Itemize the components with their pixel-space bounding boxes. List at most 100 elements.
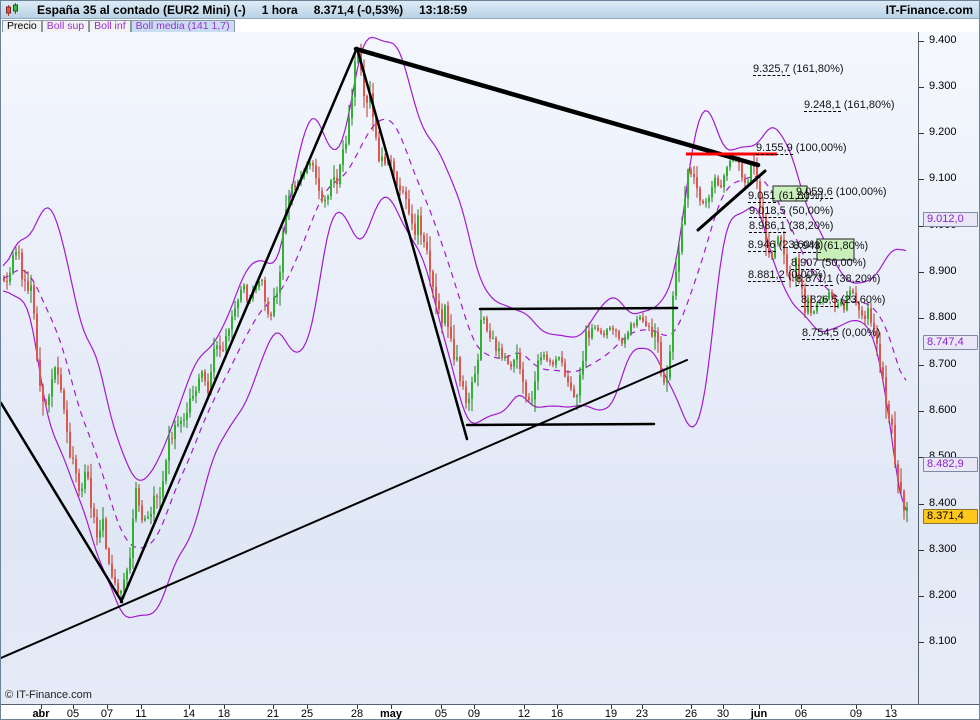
price-tick-mark: [919, 411, 924, 412]
price-axis[interactable]: 9.4009.3009.2009.1009.0008.9008.8008.700…: [919, 32, 979, 704]
chart-canvas[interactable]: [1, 32, 919, 704]
fib-level-label: 9.155,9 (100,00%): [756, 142, 847, 155]
price-tick-label: 8.800: [929, 311, 957, 323]
date-tick-label: 13: [884, 708, 898, 720]
date-tick-mark: [557, 705, 558, 709]
time-axis[interactable]: abr 05 07 11 14 18 21 25 28 may 05 09 12 16 19 23 26 30 ju…: [1, 704, 979, 720]
fib-level-label: 8.871,1 (38,20%): [796, 273, 880, 286]
price-tick-mark: [919, 87, 924, 88]
date-tick-label: 14: [182, 708, 196, 720]
date-tick-label: 07: [100, 708, 114, 720]
fib-level-label: 9.325,7 (161,80%): [753, 63, 844, 76]
date-tick-label: abr: [32, 708, 50, 720]
date-tick-label: 12: [517, 708, 531, 720]
fib-level-price: 8.871,1: [796, 273, 833, 286]
date-tick-label: 25: [300, 708, 314, 720]
price-tick-label: 8.600: [929, 404, 957, 416]
level-price-tag: 8.482,9: [923, 457, 978, 472]
price-tick-label: 9.100: [929, 172, 957, 184]
price-tick-label: 8.900: [929, 265, 957, 277]
date-tick-label: 09: [849, 708, 863, 720]
date-tick-mark: [391, 705, 392, 709]
date-tick-mark: [441, 705, 442, 709]
fib-level-price: 9.059,6: [796, 186, 833, 199]
fib-level-label: 8.826,5 (23,60%): [801, 294, 885, 307]
instrument-title: España 35 al contado (EUR2 Mini) (-): [37, 2, 246, 17]
fib-level-label: 8.946 (23,60%): [748, 239, 824, 252]
date-tick-mark: [524, 705, 525, 709]
date-tick-mark: [801, 705, 802, 709]
price-tick-mark: [919, 365, 924, 366]
date-tick-label: 21: [266, 708, 280, 720]
fib-level-percent: (161,80%): [789, 63, 844, 75]
price-tick-label: 8.700: [929, 358, 957, 370]
fib-level-percent: (100,00%): [792, 142, 847, 154]
price-tick-label: 8.300: [929, 543, 957, 555]
fib-level-label: 8.907 (50,00%): [791, 257, 866, 270]
fib-level-price: 9.051: [748, 190, 776, 203]
fib-level-percent: (0,00%): [838, 327, 881, 339]
price-tick-label: 8.400: [929, 497, 957, 509]
price-tick-label: 9.400: [929, 34, 957, 46]
price-tick-label: 8.100: [929, 635, 957, 647]
date-tick-mark: [224, 705, 225, 709]
date-tick-mark: [856, 705, 857, 709]
date-tick-mark: [73, 705, 74, 709]
date-tick-mark: [189, 705, 190, 709]
last-quote-label: 8.371,4 (-0,53%): [313, 2, 404, 17]
level-price-tag: 9.012,0: [923, 212, 978, 227]
fib-level-percent: (23,60%): [775, 239, 824, 251]
date-tick-label: 19: [604, 708, 618, 720]
date-tick-label: 11: [135, 708, 147, 720]
fib-level-label: 8.754,5 (0,00%): [802, 327, 881, 340]
chart-area[interactable]: 9.325,7 (161,80%) 9.248,1 (161,80%) 9.155,…: [1, 32, 919, 704]
fib-level-label: 9.248,1 (161,80%): [804, 99, 895, 112]
date-tick-mark: [891, 705, 892, 709]
price-tick-mark: [919, 133, 924, 134]
date-tick-label: jun: [750, 708, 768, 720]
date-tick-label: 18: [217, 708, 231, 720]
fib-level-label: 9.018,5 (50,00%): [749, 205, 834, 218]
price-tick-mark: [919, 596, 924, 597]
fib-level-price: 9.325,7: [753, 63, 790, 76]
price-tick-label: 9.300: [929, 80, 957, 92]
date-tick-mark: [691, 705, 692, 709]
price-tick-mark: [919, 226, 924, 227]
date-tick-label: 05: [434, 708, 448, 720]
fib-level-price: 8.754,5: [802, 327, 839, 340]
fib-level-percent: (38,20%): [785, 220, 834, 232]
copyright-label: © IT-Finance.com: [5, 689, 92, 701]
date-tick-label: 05: [66, 708, 80, 720]
date-tick-label: 23: [635, 708, 649, 720]
title-bar: España 35 al contado (EUR2 Mini) (-) 1 h…: [1, 1, 979, 19]
date-tick-mark: [759, 705, 760, 709]
fib-level-price: 8.986,1: [749, 220, 786, 233]
date-tick-label: may: [379, 708, 403, 720]
level-price-tag: 8.747,4: [923, 335, 978, 350]
price-tick-mark: [919, 550, 924, 551]
fib-level-percent: (50,00%): [785, 205, 834, 217]
price-tick-mark: [919, 504, 924, 505]
brand-label: IT-Finance.com: [885, 2, 973, 17]
fib-level-price: 8.907: [791, 257, 819, 270]
timeframe-label: 1 hora: [261, 2, 298, 17]
fib-level-percent: (61,80%): [775, 190, 824, 202]
price-tick-mark: [919, 179, 924, 180]
date-tick-label: 16: [550, 708, 564, 720]
fib-level-percent: (0,00%): [784, 269, 827, 281]
fib-level-label: 8.943 (61,80%): [793, 240, 868, 253]
last-price-tag: 8.371,4: [923, 509, 978, 524]
date-tick-mark: [474, 705, 475, 709]
fib-level-price: 9.018,5: [749, 205, 786, 218]
fib-level-label: 8.881,2 (0,00%): [748, 269, 827, 282]
price-tick-mark: [919, 272, 924, 273]
fib-level-label: 9.051 (61,80%): [748, 190, 824, 203]
date-tick-mark: [307, 705, 308, 709]
fib-level-percent: (100,00%): [832, 186, 887, 198]
legend-bar: Precio Boll sup Boll inf Boll media (141 1,…: [1, 20, 979, 33]
date-tick-mark: [273, 705, 274, 709]
price-tick-label: 9.200: [929, 126, 957, 138]
fib-level-label: 8.986,1 (38,20%): [749, 220, 834, 233]
clock-label: 13:18:59: [419, 2, 468, 17]
